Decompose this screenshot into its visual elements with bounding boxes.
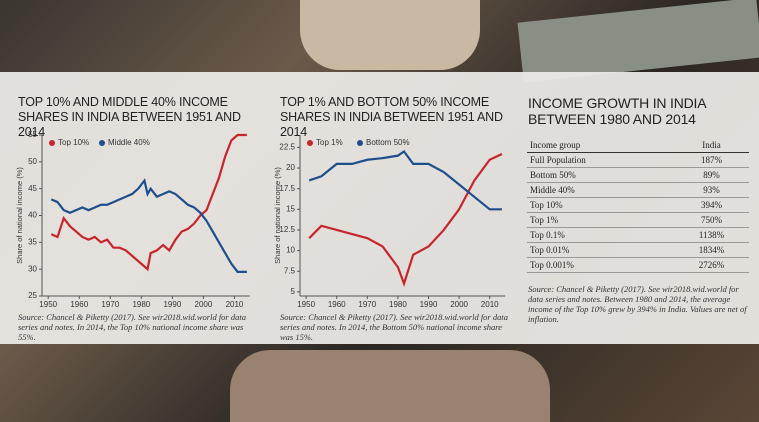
legend-swatch	[49, 140, 55, 146]
x-tick-label: 1950	[297, 300, 315, 309]
source-note: Source: Chancel & Piketty (2017). See wi…	[280, 312, 508, 342]
table-cell: Bottom 50%	[527, 167, 675, 183]
series-line	[308, 150, 502, 211]
legend-swatch	[99, 140, 105, 146]
table-cell: Top 0.001%	[527, 257, 675, 273]
y-tick-label: 17.5	[279, 184, 295, 193]
x-tick-label: 1960	[70, 300, 88, 309]
table-cell: 93%	[674, 182, 749, 198]
table-cell: 89%	[674, 167, 749, 183]
y-tick-label: 12.5	[279, 225, 295, 234]
y-tick-label: 45	[28, 184, 37, 193]
y-tick-label: 30	[28, 264, 37, 273]
x-tick-label: 1950	[39, 300, 57, 309]
x-tick-label: 1980	[132, 300, 150, 309]
table-cell: 750%	[674, 212, 749, 228]
table-cell: Top 0.01%	[527, 242, 675, 258]
y-tick-label: 7.5	[284, 266, 296, 275]
table-cell: Top 1%	[527, 212, 675, 228]
table-cell: 394%	[674, 197, 749, 213]
legend-swatch	[307, 140, 313, 146]
y-tick-label: 55	[28, 130, 37, 139]
table-title: Income growth in India between 1980 and …	[528, 95, 706, 127]
chart-title: Top 10% and Middle 40% income shares in …	[18, 95, 241, 139]
table-row: Top 1% 750%	[527, 212, 749, 228]
x-tick-label: 1980	[389, 300, 407, 309]
table-row: Bottom 50% 89%	[527, 167, 749, 183]
table-row: Income group India	[527, 138, 749, 153]
series-line	[50, 133, 247, 272]
x-tick-label: 1990	[163, 300, 181, 309]
y-tick-label: 20	[286, 163, 295, 172]
x-tick-label: 1970	[101, 300, 119, 309]
y-tick-label: 40	[28, 211, 37, 220]
legend-label: Top 10%	[58, 138, 89, 147]
x-tick-label: 1970	[358, 300, 376, 309]
x-tick-label: 1990	[420, 300, 438, 309]
x-tick-label: 2010	[481, 300, 499, 309]
y-tick-label: 5	[291, 287, 296, 296]
table-cell: 2726%	[674, 257, 749, 273]
y-axis-label: Share of national income (%)	[273, 167, 282, 264]
chart-title: Top 1% and Bottom 50% income shares in I…	[280, 95, 503, 139]
y-tick-label: 22.5	[279, 142, 295, 151]
y-tick-label: 25	[28, 291, 37, 300]
table-cell: 187%	[674, 152, 749, 168]
table-row: Top 10% 394%	[527, 197, 749, 213]
photo-hand	[230, 350, 550, 422]
x-tick-label: 2010	[226, 300, 244, 309]
table-row: Top 0.1% 1138%	[527, 227, 749, 243]
legend-label: Middle 40%	[108, 138, 150, 147]
x-tick-label: 2000	[195, 300, 213, 309]
photo-hand	[300, 0, 480, 70]
x-tick-label: 2000	[450, 300, 468, 309]
table-row: Top 0.001% 2726%	[527, 257, 749, 273]
legend-label: Top 1%	[316, 138, 343, 147]
table-cell: Top 0.1%	[527, 227, 675, 243]
x-tick-label: 1960	[328, 300, 346, 309]
table-row: Top 0.01% 1834%	[527, 242, 749, 258]
y-tick-label: 15	[286, 204, 295, 213]
table-row: Full Population 187%	[527, 152, 749, 168]
income-table: Income group India Full Population 187% Bott…	[527, 138, 749, 273]
table-cell: Income group	[527, 138, 675, 153]
y-axis-label: Share of national income (%)	[15, 167, 24, 264]
series-line	[308, 152, 503, 287]
table-cell: Top 10%	[527, 197, 675, 213]
y-tick-label: 10	[286, 246, 295, 255]
table-cell: Full Population	[527, 152, 675, 168]
legend-label: Bottom 50%	[366, 138, 410, 147]
y-tick-label: 35	[28, 237, 37, 246]
legend-swatch	[357, 140, 363, 146]
table-row: Middle 40% 93%	[527, 182, 749, 198]
series-line	[50, 178, 247, 273]
source-note: Source: Chancel & Piketty (2017). See wi…	[18, 312, 246, 342]
table-cell: 1834%	[674, 242, 749, 258]
y-tick-label: 50	[28, 157, 37, 166]
table-cell: India	[674, 138, 749, 153]
table-cell: Middle 40%	[527, 182, 675, 198]
table-cell: 1138%	[674, 227, 749, 243]
source-note: Source: Chancel & Piketty (2017). See wi…	[528, 284, 747, 324]
